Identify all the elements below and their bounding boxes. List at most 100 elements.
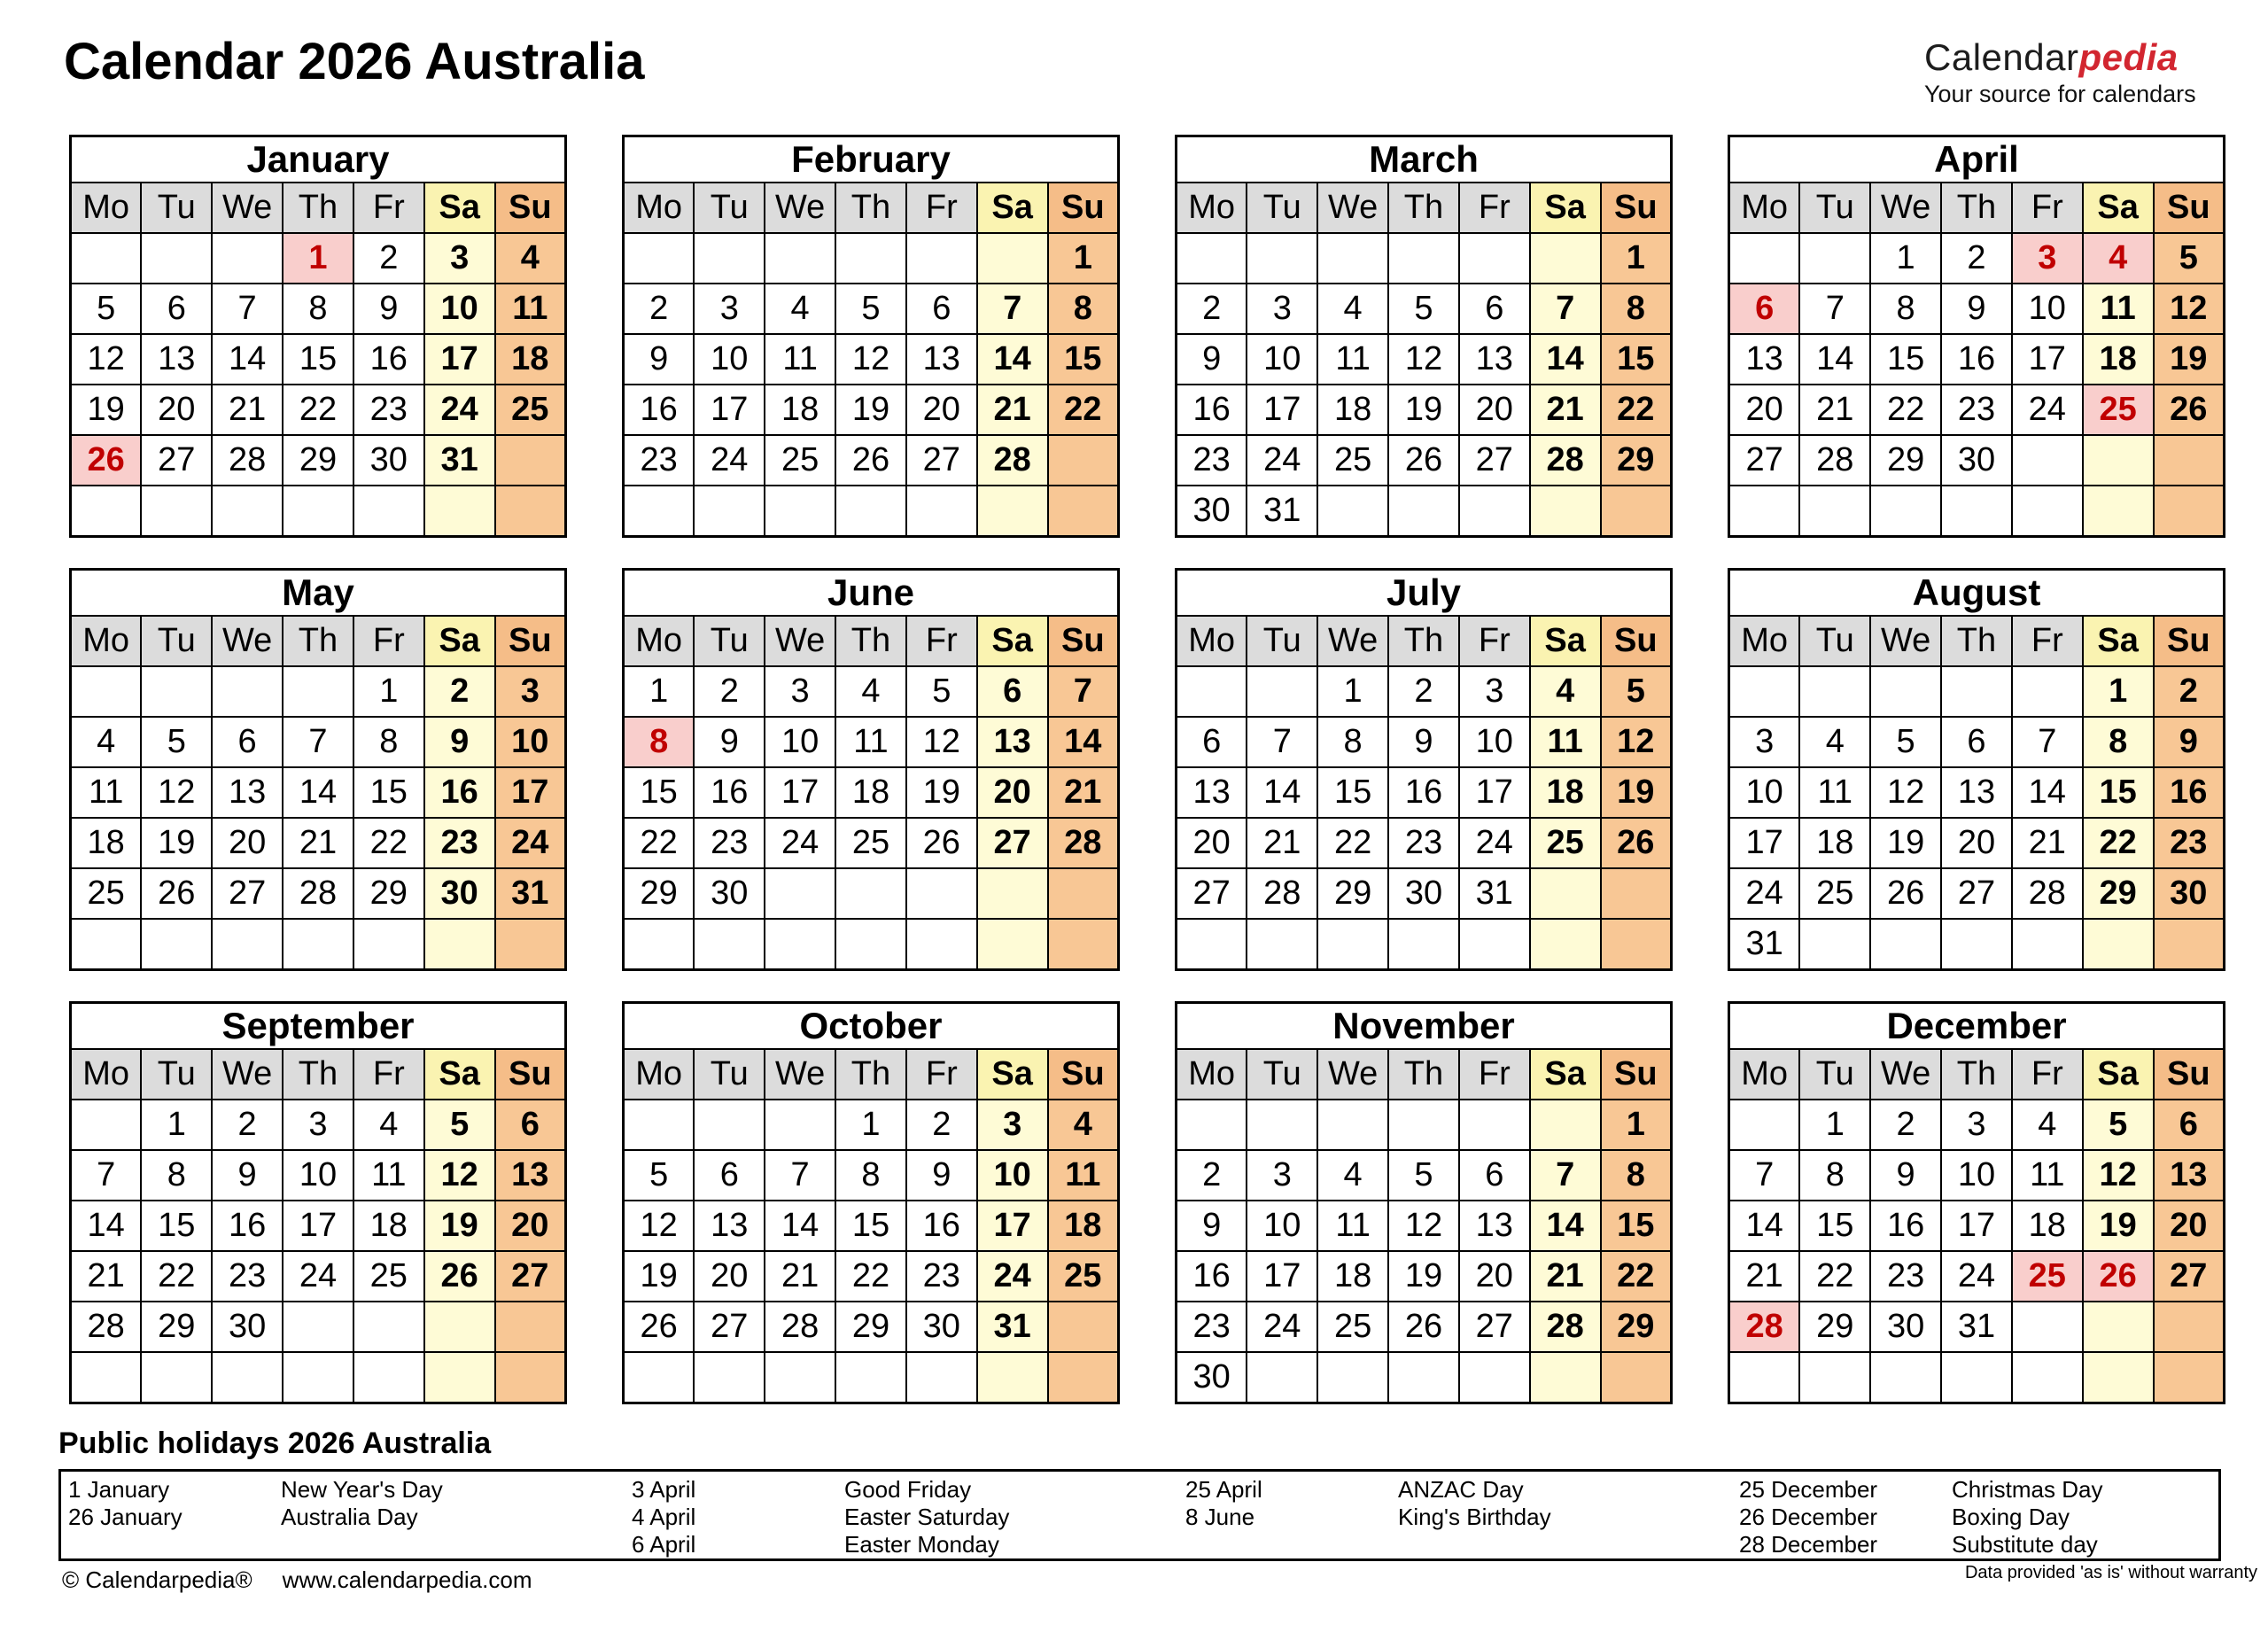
date-november-24: 24 [1246, 1301, 1319, 1353]
date-march-13: 13 [1457, 333, 1531, 385]
date-july-6: 6 [1175, 716, 1248, 768]
date-march-20: 20 [1457, 384, 1531, 436]
empty-cell [493, 918, 567, 971]
date-february-12: 12 [835, 333, 907, 385]
empty-cell [975, 918, 1049, 971]
date-august-29: 29 [2081, 867, 2155, 920]
empty-cell [1798, 485, 1872, 538]
month-title-row: February [622, 135, 1120, 183]
holiday-group-2: 3 April Good Friday 4 April Easter Saturday… [625, 1476, 1178, 1558]
date-july-29: 29 [1317, 867, 1390, 920]
date-january-16: 16 [352, 333, 425, 385]
month-march: March Mo Tu We Th Fr Sa Su 1 2 3 4 5 6 7 8 9 10 11 12 13 14 15… [1175, 135, 1673, 538]
empty-cell [622, 1351, 695, 1404]
date-december-16: 16 [1869, 1200, 1943, 1252]
day-header-th: Th [282, 615, 354, 667]
holiday-date: 25 April [1185, 1476, 1262, 1503]
date-october-14: 14 [764, 1200, 837, 1252]
holiday-date: 3 April [632, 1476, 696, 1503]
day-header-mo: Mo [1175, 615, 1248, 667]
date-march-26: 26 [1387, 434, 1460, 486]
week-row: 7 8 9 10 11 12 13 [1728, 1149, 2225, 1201]
date-july-28: 28 [1246, 867, 1319, 920]
date-april-27: 27 [1728, 434, 1801, 486]
date-july-5: 5 [1599, 665, 1673, 718]
date-august-31: 31 [1728, 918, 1801, 971]
date-january-24: 24 [423, 384, 496, 436]
day-header-row: Mo Tu We Th Fr Sa Su [69, 615, 567, 667]
date-april-10: 10 [2010, 283, 2084, 335]
empty-cell [423, 918, 496, 971]
holiday-date: 8 June [1185, 1504, 1255, 1530]
date-may-8: 8 [352, 716, 425, 768]
date-august-24: 24 [1728, 867, 1801, 920]
date-august-7: 7 [2010, 716, 2084, 768]
date-december-25: 25 [2010, 1250, 2084, 1302]
month-june: June Mo Tu We Th Fr Sa Su 1 2 3 4 5 6 7 8 9 10 11 12 13 14 15 1… [622, 568, 1120, 971]
holiday-entry: 25 April ANZAC Day [1185, 1476, 1732, 1504]
date-october-4: 4 [1046, 1099, 1120, 1151]
date-september-8: 8 [140, 1149, 214, 1201]
day-header-fr: Fr [905, 1048, 978, 1100]
day-header-th: Th [835, 615, 907, 667]
date-july-30: 30 [1387, 867, 1460, 920]
week-row: 9 10 11 12 13 14 15 [622, 333, 1120, 385]
date-september-10: 10 [282, 1149, 354, 1201]
day-header-sa: Sa [975, 1048, 1049, 1100]
day-header-we: We [764, 615, 837, 667]
month-title-february: February [622, 135, 1120, 183]
date-march-15: 15 [1599, 333, 1673, 385]
date-april-26: 26 [2152, 384, 2225, 436]
month-title-row: August [1728, 568, 2225, 617]
empty-cell [1599, 918, 1673, 971]
day-header-th: Th [1387, 1048, 1460, 1100]
month-february: February Mo Tu We Th Fr Sa Su 1 2 3 4 5 6 7 8 9 10 11 12 13 1… [622, 135, 1120, 538]
date-december-29: 29 [1798, 1301, 1872, 1353]
empty-cell [423, 1301, 496, 1353]
date-april-17: 17 [2010, 333, 2084, 385]
date-may-16: 16 [423, 766, 496, 819]
day-header-we: We [1317, 182, 1390, 234]
holiday-name: Easter Monday [844, 1531, 999, 1558]
date-november-29: 29 [1599, 1301, 1673, 1353]
week-row: 29 30 [622, 867, 1120, 920]
empty-cell [69, 1351, 143, 1404]
date-november-9: 9 [1175, 1200, 1248, 1252]
empty-cell [1246, 1351, 1319, 1404]
date-august-17: 17 [1728, 817, 1801, 869]
date-september-7: 7 [69, 1149, 143, 1201]
empty-cell [69, 918, 143, 971]
date-october-22: 22 [835, 1250, 907, 1302]
day-header-tu: Tu [140, 1048, 214, 1100]
empty-cell [1317, 918, 1390, 971]
date-august-13: 13 [1940, 766, 2013, 819]
date-may-19: 19 [140, 817, 214, 869]
date-october-5: 5 [622, 1149, 695, 1201]
holiday-entry: 1 January New Year's Day [68, 1476, 625, 1504]
week-row: 20 21 22 23 24 25 26 [1175, 817, 1673, 869]
date-november-26: 26 [1387, 1301, 1460, 1353]
date-june-5: 5 [905, 665, 978, 718]
footer-left: © Calendarpedia® www.calendarpedia.com [62, 1566, 532, 1594]
date-january-4: 4 [493, 232, 567, 284]
date-september-29: 29 [140, 1301, 214, 1353]
empty-cell [1046, 485, 1120, 538]
date-january-2: 2 [352, 232, 425, 284]
date-july-2: 2 [1387, 665, 1460, 718]
holidays-title: Public holidays 2026 Australia [58, 1426, 492, 1460]
week-row: 26 27 28 29 30 31 [69, 434, 567, 486]
date-april-6: 6 [1728, 283, 1801, 335]
date-june-3: 3 [764, 665, 837, 718]
date-april-9: 9 [1940, 283, 2013, 335]
date-february-25: 25 [764, 434, 837, 486]
date-october-25: 25 [1046, 1250, 1120, 1302]
day-header-tu: Tu [140, 182, 214, 234]
empty-cell [835, 485, 907, 538]
day-header-su: Su [1046, 1048, 1120, 1100]
empty-cell [1798, 232, 1872, 284]
date-august-20: 20 [1940, 817, 2013, 869]
empty-cell [2010, 434, 2084, 486]
date-december-18: 18 [2010, 1200, 2084, 1252]
empty-cell [140, 232, 214, 284]
date-december-6: 6 [2152, 1099, 2225, 1151]
